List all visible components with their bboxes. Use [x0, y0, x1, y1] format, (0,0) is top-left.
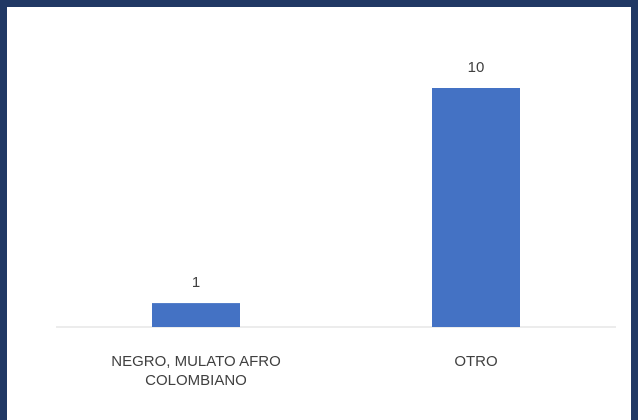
data-label: 10 [468, 59, 485, 76]
bar [432, 88, 520, 327]
data-label: 1 [192, 274, 200, 291]
bar [152, 303, 240, 327]
x-tick-label: OTRO [454, 353, 498, 370]
x-tick-label: NEGRO, MULATO AFRO COLOMBIANO [111, 353, 281, 389]
